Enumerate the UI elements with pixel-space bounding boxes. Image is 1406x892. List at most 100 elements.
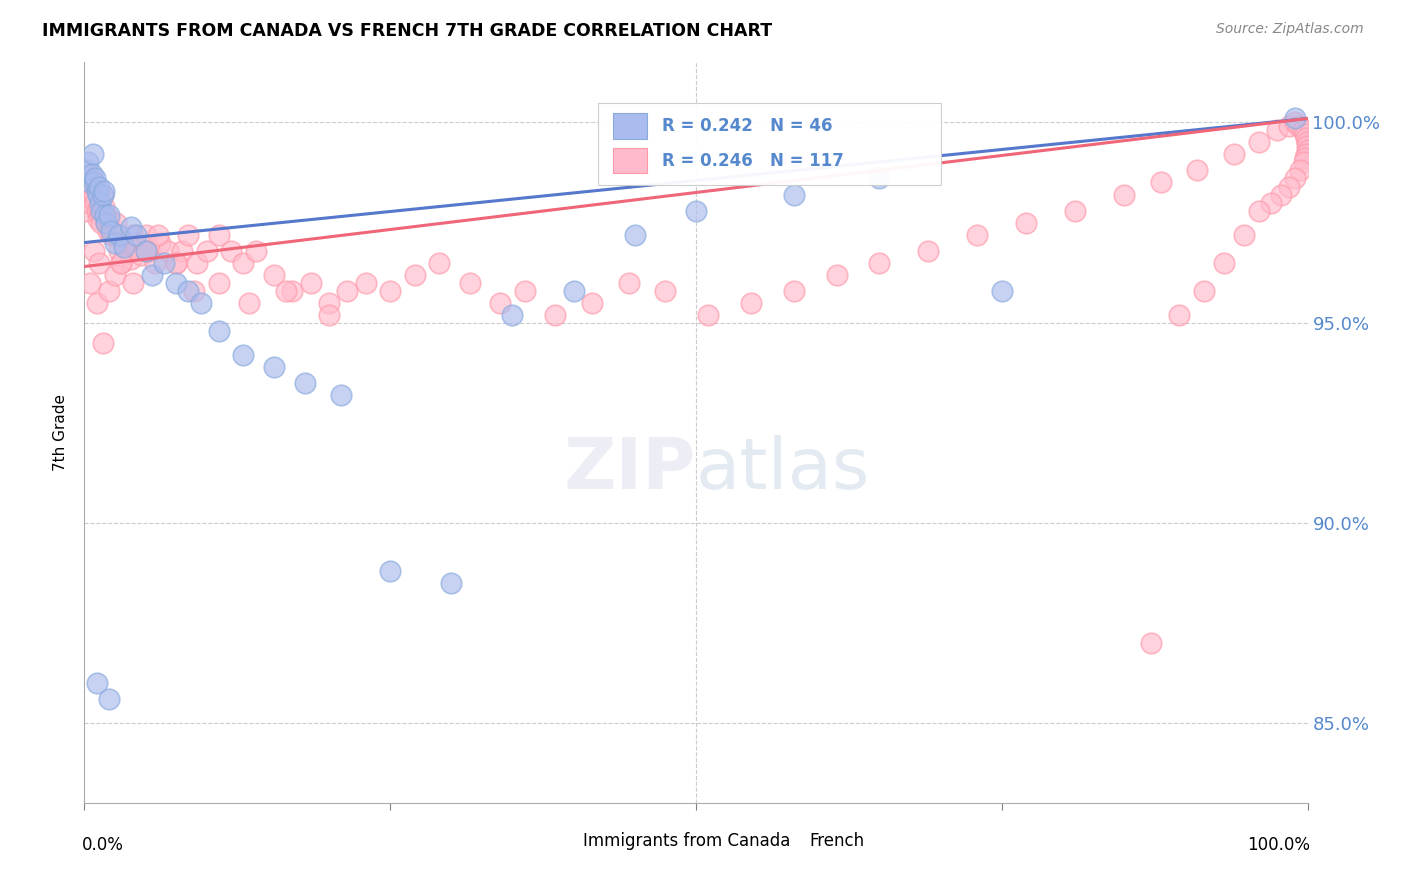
Point	[96, 215, 118, 229]
Point	[917, 244, 939, 258]
Point	[825, 268, 848, 282]
Point	[1260, 195, 1282, 210]
Point	[783, 187, 806, 202]
Point	[1114, 187, 1136, 202]
Point	[318, 295, 340, 310]
Point	[75, 203, 97, 218]
Point	[336, 284, 359, 298]
Point	[624, 227, 647, 242]
Point	[354, 276, 377, 290]
FancyBboxPatch shape	[598, 103, 941, 185]
Point	[1292, 123, 1315, 137]
Point	[79, 195, 101, 210]
Point	[87, 200, 110, 214]
Point	[97, 691, 120, 706]
Point	[489, 295, 512, 310]
Point	[103, 227, 125, 242]
Point	[120, 252, 142, 266]
Point	[1187, 163, 1209, 178]
Point	[139, 244, 162, 258]
Point	[110, 255, 132, 269]
Point	[581, 295, 603, 310]
Point	[76, 187, 98, 202]
Point	[112, 239, 135, 253]
Point	[94, 207, 117, 221]
Point	[82, 179, 104, 194]
Point	[93, 200, 115, 214]
Point	[84, 171, 107, 186]
Point	[77, 155, 100, 169]
Point	[79, 276, 101, 290]
Text: 0.0%: 0.0%	[82, 836, 124, 855]
Point	[263, 268, 285, 282]
Point	[93, 184, 115, 198]
Point	[120, 219, 142, 234]
Text: atlas: atlas	[696, 435, 870, 504]
Point	[82, 147, 104, 161]
Point	[122, 227, 145, 242]
Point	[1295, 147, 1317, 161]
Point	[107, 244, 129, 258]
Point	[165, 276, 187, 290]
Point	[1247, 136, 1270, 150]
Point	[84, 195, 107, 210]
Point	[105, 215, 128, 229]
Point	[1289, 163, 1312, 178]
Point	[91, 187, 114, 202]
Point	[90, 215, 112, 229]
Point	[1213, 255, 1236, 269]
Point	[143, 255, 166, 269]
Point	[97, 223, 120, 237]
Point	[177, 227, 200, 242]
Point	[83, 176, 105, 190]
Point	[1192, 284, 1215, 298]
Point	[1233, 227, 1256, 242]
Point	[141, 268, 163, 282]
FancyBboxPatch shape	[776, 830, 803, 851]
Text: ZIP: ZIP	[564, 435, 696, 504]
Text: R = 0.242   N = 46: R = 0.242 N = 46	[662, 117, 832, 135]
Point	[149, 235, 172, 250]
Point	[617, 276, 640, 290]
Point	[110, 255, 132, 269]
Point	[562, 284, 585, 298]
Point	[94, 207, 117, 221]
Point	[380, 284, 402, 298]
Point	[104, 268, 127, 282]
Point	[1292, 155, 1315, 169]
Point	[89, 207, 111, 221]
Point	[98, 219, 121, 234]
Point	[100, 227, 122, 242]
Point	[90, 203, 112, 218]
Point	[104, 235, 127, 250]
Point	[80, 171, 103, 186]
Point	[1284, 112, 1306, 126]
Point	[1288, 120, 1310, 134]
Point	[75, 163, 97, 178]
Point	[869, 255, 891, 269]
Point	[1270, 187, 1292, 202]
Point	[1278, 179, 1301, 194]
Y-axis label: 7th Grade: 7th Grade	[53, 394, 69, 471]
Point	[83, 187, 105, 202]
Point	[458, 276, 481, 290]
Point	[219, 244, 242, 258]
Point	[1223, 147, 1246, 161]
Point	[100, 223, 122, 237]
Point	[1247, 203, 1270, 218]
Point	[869, 171, 891, 186]
Point	[177, 284, 200, 298]
Point	[165, 255, 187, 269]
Point	[1265, 123, 1288, 137]
Point	[263, 359, 285, 374]
Point	[966, 227, 988, 242]
Text: R = 0.246   N = 117: R = 0.246 N = 117	[662, 152, 844, 169]
Point	[86, 184, 108, 198]
Point	[135, 244, 157, 258]
Point	[80, 168, 103, 182]
Point	[208, 276, 231, 290]
Point	[146, 227, 169, 242]
Point	[122, 276, 145, 290]
Point	[1294, 152, 1316, 166]
Point	[77, 184, 100, 198]
